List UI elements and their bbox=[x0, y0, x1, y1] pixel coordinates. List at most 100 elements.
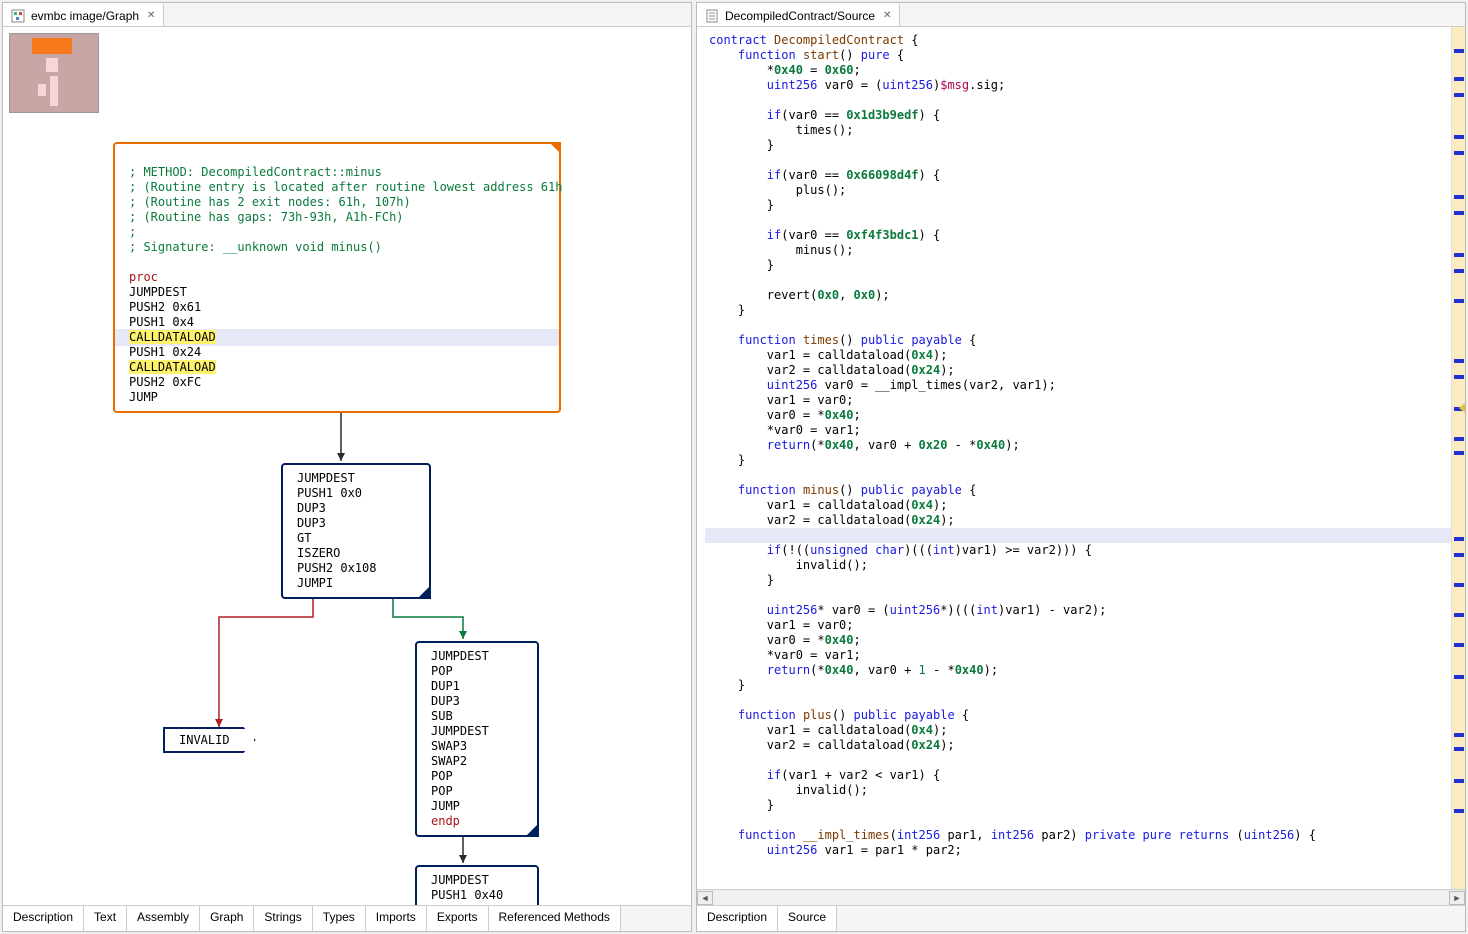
bottom-tab-assembly[interactable]: Assembly bbox=[127, 906, 200, 931]
graph-node-n3[interactable]: JUMPDESTPOPDUP1DUP3SUBJUMPDESTSWAP3SWAP2… bbox=[415, 641, 539, 837]
code-line[interactable]: var0 = *0x40; bbox=[705, 408, 1451, 423]
bottom-tab-source[interactable]: Source bbox=[778, 906, 837, 931]
code-line[interactable]: } bbox=[705, 198, 1451, 213]
code-line[interactable] bbox=[705, 318, 1451, 333]
gutter-mark[interactable] bbox=[1454, 809, 1464, 813]
code-line[interactable]: function plus() public payable { bbox=[705, 708, 1451, 723]
gutter-mark[interactable] bbox=[1454, 733, 1464, 737]
code-line[interactable] bbox=[705, 213, 1451, 228]
code-line[interactable] bbox=[705, 588, 1451, 603]
gutter-mark[interactable] bbox=[1454, 451, 1464, 455]
gutter-mark[interactable] bbox=[1454, 151, 1464, 155]
close-icon[interactable]: ✕ bbox=[147, 10, 155, 21]
code-line[interactable]: function minus() public payable { bbox=[705, 483, 1451, 498]
gutter-mark[interactable] bbox=[1454, 553, 1464, 557]
code-line[interactable]: *var0 = var1; bbox=[705, 423, 1451, 438]
code-line[interactable] bbox=[705, 468, 1451, 483]
code-line[interactable]: uint256 var0 = (uint256)$msg.sig; bbox=[705, 78, 1451, 93]
graph-content[interactable]: ; METHOD: DecompiledContract::minus; (Ro… bbox=[3, 27, 691, 905]
scroll-right-icon[interactable]: ► bbox=[1449, 891, 1465, 905]
code-line[interactable] bbox=[705, 813, 1451, 828]
code-line[interactable]: *0x40 = 0x60; bbox=[705, 63, 1451, 78]
code-line[interactable] bbox=[705, 528, 1451, 543]
code-line[interactable] bbox=[705, 693, 1451, 708]
bottom-tab-imports[interactable]: Imports bbox=[366, 906, 427, 931]
code-line[interactable]: contract DecompiledContract { bbox=[705, 33, 1451, 48]
code-line[interactable]: var1 = var0; bbox=[705, 618, 1451, 633]
code-line[interactable]: function start() pure { bbox=[705, 48, 1451, 63]
code-line[interactable]: uint256* var0 = (uint256*)(((int)var1) -… bbox=[705, 603, 1451, 618]
code-editor[interactable]: contract DecompiledContract { function s… bbox=[697, 27, 1451, 889]
gutter-mark[interactable] bbox=[1454, 375, 1464, 379]
code-line[interactable]: if(!((unsigned char)(((int)var1) >= var2… bbox=[705, 543, 1451, 558]
code-line[interactable]: var2 = calldataload(0x24); bbox=[705, 738, 1451, 753]
code-line[interactable]: invalid(); bbox=[705, 783, 1451, 798]
bottom-tab-text[interactable]: Text bbox=[84, 906, 127, 931]
bottom-tab-referenced-methods[interactable]: Referenced Methods bbox=[489, 906, 621, 931]
code-line[interactable]: uint256 var1 = par1 * par2; bbox=[705, 843, 1451, 858]
close-icon[interactable]: ✕ bbox=[883, 10, 891, 21]
bottom-tab-exports[interactable]: Exports bbox=[427, 906, 489, 931]
horizontal-scrollbar[interactable]: ◄ ► bbox=[697, 889, 1465, 905]
gutter-mark[interactable] bbox=[1454, 359, 1464, 363]
gutter-mark[interactable] bbox=[1454, 195, 1464, 199]
gutter-mark[interactable] bbox=[1454, 675, 1464, 679]
code-line[interactable]: revert(0x0, 0x0); bbox=[705, 288, 1451, 303]
code-line[interactable]: } bbox=[705, 303, 1451, 318]
code-line[interactable]: var2 = calldataload(0x24); bbox=[705, 513, 1451, 528]
code-line[interactable]: return(*0x40, var0 + 1 - *0x40); bbox=[705, 663, 1451, 678]
code-line[interactable] bbox=[705, 153, 1451, 168]
scroll-left-icon[interactable]: ◄ bbox=[697, 891, 713, 905]
code-line[interactable]: if(var0 == 0xf4f3bdc1) { bbox=[705, 228, 1451, 243]
gutter-mark[interactable] bbox=[1454, 643, 1464, 647]
gutter-mark[interactable] bbox=[1454, 299, 1464, 303]
gutter-mark[interactable] bbox=[1454, 253, 1464, 257]
code-line[interactable]: return(*0x40, var0 + 0x20 - *0x40); bbox=[705, 438, 1451, 453]
bottom-tab-strings[interactable]: Strings bbox=[254, 906, 312, 931]
gutter-mark[interactable] bbox=[1454, 135, 1464, 139]
code-line[interactable]: var1 = calldataload(0x4); bbox=[705, 723, 1451, 738]
gutter-mark[interactable] bbox=[1454, 269, 1464, 273]
code-line[interactable]: function __impl_times(int256 par1, int25… bbox=[705, 828, 1451, 843]
graph-node-main[interactable]: ; METHOD: DecompiledContract::minus; (Ro… bbox=[113, 142, 561, 413]
tab-source[interactable]: DecompiledContract/Source ✕ bbox=[697, 3, 900, 26]
code-line[interactable]: uint256 var0 = __impl_times(var2, var1); bbox=[705, 378, 1451, 393]
graph-node-n4[interactable]: JUMPDESTPUSH1 0x40MLOADSWAP1 bbox=[415, 865, 539, 905]
code-line[interactable]: if(var0 == 0x1d3b9edf) { bbox=[705, 108, 1451, 123]
code-line[interactable]: } bbox=[705, 258, 1451, 273]
minimap[interactable] bbox=[9, 33, 99, 113]
code-line[interactable]: *var0 = var1; bbox=[705, 648, 1451, 663]
gutter-mark[interactable] bbox=[1454, 747, 1464, 751]
code-line[interactable]: } bbox=[705, 453, 1451, 468]
code-line[interactable]: var1 = calldataload(0x4); bbox=[705, 348, 1451, 363]
code-line[interactable]: plus(); bbox=[705, 183, 1451, 198]
code-line[interactable]: } bbox=[705, 798, 1451, 813]
bottom-tab-types[interactable]: Types bbox=[313, 906, 366, 931]
code-line[interactable]: var0 = *0x40; bbox=[705, 633, 1451, 648]
code-line[interactable] bbox=[705, 273, 1451, 288]
code-line[interactable]: var2 = calldataload(0x24); bbox=[705, 363, 1451, 378]
overview-ruler[interactable] bbox=[1451, 27, 1465, 889]
code-line[interactable]: minus(); bbox=[705, 243, 1451, 258]
bottom-tab-description[interactable]: Description bbox=[3, 906, 84, 931]
bottom-tab-description[interactable]: Description bbox=[697, 906, 778, 931]
bottom-tab-graph[interactable]: Graph bbox=[200, 906, 254, 931]
gutter-mark[interactable] bbox=[1454, 437, 1464, 441]
code-line[interactable]: } bbox=[705, 138, 1451, 153]
gutter-mark[interactable] bbox=[1454, 779, 1464, 783]
gutter-mark[interactable] bbox=[1454, 93, 1464, 97]
code-line[interactable]: if(var0 == 0x66098d4f) { bbox=[705, 168, 1451, 183]
gutter-mark[interactable] bbox=[1454, 537, 1464, 541]
graph-node-n2[interactable]: JUMPDESTPUSH1 0x0DUP3DUP3GTISZEROPUSH2 0… bbox=[281, 463, 431, 599]
code-line[interactable]: function times() public payable { bbox=[705, 333, 1451, 348]
gutter-mark[interactable] bbox=[1454, 613, 1464, 617]
code-line[interactable] bbox=[705, 93, 1451, 108]
tab-graph[interactable]: evmbc image/Graph ✕ bbox=[3, 3, 164, 26]
gutter-mark[interactable] bbox=[1454, 77, 1464, 81]
gutter-mark[interactable] bbox=[1454, 49, 1464, 53]
code-line[interactable]: var1 = var0; bbox=[705, 393, 1451, 408]
code-line[interactable]: var1 = calldataload(0x4); bbox=[705, 498, 1451, 513]
code-line[interactable] bbox=[705, 753, 1451, 768]
graph-canvas[interactable]: ; METHOD: DecompiledContract::minus; (Ro… bbox=[3, 27, 691, 905]
gutter-mark[interactable] bbox=[1454, 583, 1464, 587]
